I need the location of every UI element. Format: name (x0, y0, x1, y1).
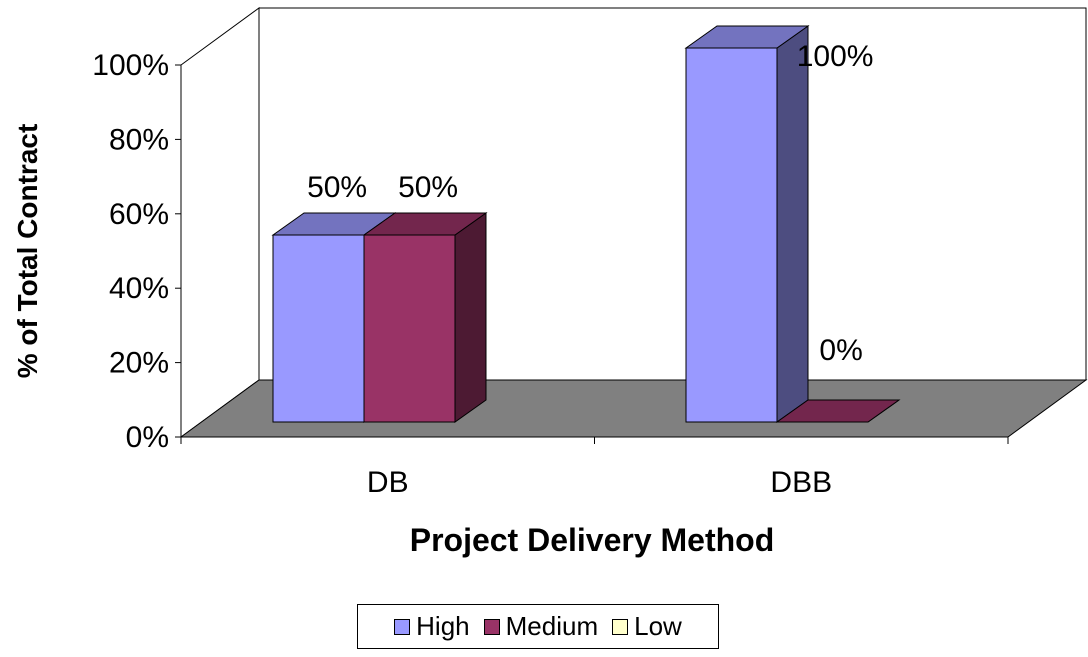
y-axis-title: % of Total Contract (12, 124, 43, 379)
y-tick-label: 60% (109, 198, 169, 231)
y-tick-label: 100% (92, 49, 169, 82)
legend-label-medium: Medium (505, 611, 599, 641)
bar-side (776, 25, 809, 423)
data-label: 50% (398, 171, 458, 204)
legend-item-high: High (394, 611, 470, 642)
legend-label-low: Low (634, 611, 682, 641)
y-tick-label: 0% (126, 421, 169, 454)
legend-item-low: Low (612, 611, 682, 642)
bar (363, 234, 456, 423)
legend-swatch-high (394, 618, 411, 635)
bar (272, 234, 365, 423)
y-tick-label: 20% (109, 347, 169, 380)
legend-swatch-low (612, 618, 629, 635)
bar-top (775, 399, 901, 423)
data-label: 0% (819, 334, 862, 367)
data-label: 50% (307, 171, 367, 204)
x-axis-title: Project Delivery Method (410, 522, 775, 558)
y-tick-label: 40% (109, 272, 169, 305)
legend-label-high: High (416, 611, 470, 641)
legend-swatch-medium (483, 618, 500, 635)
y-tick-label: 80% (109, 123, 169, 156)
legend: High Medium Low (357, 604, 719, 649)
data-label: 100% (797, 40, 874, 73)
side-wall (180, 7, 260, 438)
bar-side (454, 212, 487, 423)
x-tick-label: DBB (770, 466, 832, 499)
legend-item-medium: Medium (483, 611, 599, 642)
bar (685, 47, 778, 423)
x-tick-label: DB (367, 466, 409, 499)
